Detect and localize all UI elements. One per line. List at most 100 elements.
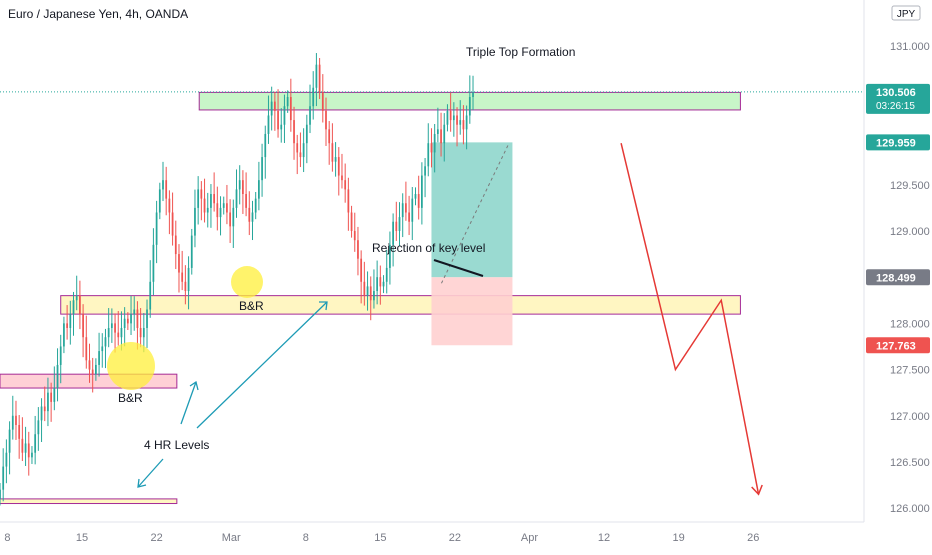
candle-body	[344, 180, 347, 190]
currency-badge-label: JPY	[897, 9, 916, 20]
lines-layer	[0, 91, 864, 496]
candle-body	[273, 101, 276, 111]
candle-body	[376, 277, 379, 292]
rejection-pointer	[433, 259, 484, 277]
candle-body	[69, 314, 72, 328]
candle-body	[245, 194, 247, 208]
y-tick-label: 127.500	[890, 365, 930, 377]
candle-body	[309, 106, 311, 125]
candle-body	[353, 230, 356, 241]
candle-body	[328, 129, 331, 144]
candle-body	[392, 221, 394, 245]
candle-body	[334, 157, 337, 162]
x-tick-label: 15	[374, 532, 386, 544]
candle-body	[440, 129, 442, 144]
candle-body	[312, 87, 315, 107]
x-tick-label: 8	[4, 532, 10, 544]
x-tick-label: 8	[303, 532, 309, 544]
arrow-to-lower-zone-head	[189, 380, 199, 391]
candle-body	[139, 327, 142, 338]
candle-body	[53, 388, 56, 402]
candle-body	[389, 244, 391, 268]
br-upper-highlight	[231, 266, 263, 298]
br-lower-label: B&R	[118, 391, 143, 405]
candle-body	[341, 175, 343, 181]
candle-body	[350, 212, 353, 231]
candle-body	[331, 143, 334, 162]
candle-body	[366, 286, 369, 296]
candle-body	[462, 120, 465, 130]
candle-body	[318, 64, 321, 93]
candle-body	[37, 420, 40, 435]
candle-body	[401, 203, 404, 218]
candle-body	[11, 415, 14, 430]
candle-body	[235, 189, 238, 208]
candle-body	[251, 212, 254, 222]
y-tick-label: 127.000	[890, 411, 930, 423]
candle-body	[452, 115, 455, 121]
candle-body	[363, 281, 366, 296]
triple-top-label: Triple Top Formation	[466, 45, 575, 59]
y-tick-label: 129.500	[890, 180, 930, 192]
x-tick-label: 15	[76, 532, 88, 544]
candle-body	[50, 392, 53, 402]
candle-body	[325, 110, 327, 130]
arrow-to-key-level-head	[319, 301, 328, 311]
candle-body	[206, 207, 209, 213]
candle-body	[43, 406, 46, 412]
candle-body	[104, 337, 107, 347]
candle-body	[321, 92, 324, 111]
candle-body	[468, 97, 471, 116]
candle-body	[299, 152, 302, 158]
currency-badge[interactable]: JPY	[891, 5, 921, 21]
stop-price-tag	[866, 337, 930, 354]
candle-body	[8, 429, 11, 453]
candle-body	[184, 281, 187, 292]
x-tick-label: 26	[747, 532, 759, 544]
candle-body	[75, 295, 78, 301]
arrow-to-bottom-level	[137, 458, 164, 488]
candle-body	[162, 180, 164, 190]
arrow-to-key-level	[196, 301, 328, 429]
candle-body	[171, 212, 174, 236]
projection-path	[620, 143, 760, 495]
candle-body	[158, 189, 161, 213]
last-price-text: 130.506	[876, 87, 916, 99]
candle-body	[123, 318, 126, 328]
candle-body	[232, 207, 235, 227]
candle-body	[360, 258, 363, 282]
candle-body	[95, 364, 97, 375]
candle-body	[216, 203, 219, 218]
candle-body	[446, 110, 449, 125]
candle-body	[411, 198, 414, 222]
entry-price-tag	[866, 269, 930, 286]
candle-body	[101, 346, 104, 352]
chart-title: Euro / Japanese Yen, 4h, OANDA	[8, 7, 189, 21]
candle-body	[261, 157, 263, 181]
candle-body	[56, 364, 59, 389]
y-tick-label: 126.000	[890, 503, 930, 515]
candle-body	[117, 332, 120, 338]
candle-body	[459, 120, 462, 125]
candle-body	[289, 97, 292, 121]
candle-body	[165, 180, 168, 199]
candle-body	[213, 194, 216, 204]
candle-body	[82, 314, 84, 338]
projection-arrowhead	[751, 484, 763, 496]
candle-body	[88, 360, 91, 370]
target-price-text: 129.959	[876, 137, 916, 149]
candle-body	[40, 406, 43, 421]
countdown-text: 03:26:15	[876, 101, 915, 112]
candle-body	[168, 198, 171, 213]
candle-body	[0, 489, 1, 499]
candle-body	[21, 438, 24, 453]
candle-body	[219, 207, 222, 218]
bottom-level-line	[0, 498, 178, 505]
candle-body	[283, 106, 286, 125]
x-tick-label: 19	[673, 532, 685, 544]
candle-body	[146, 309, 148, 328]
candle-body	[264, 133, 267, 158]
target-price-tag	[866, 134, 930, 151]
